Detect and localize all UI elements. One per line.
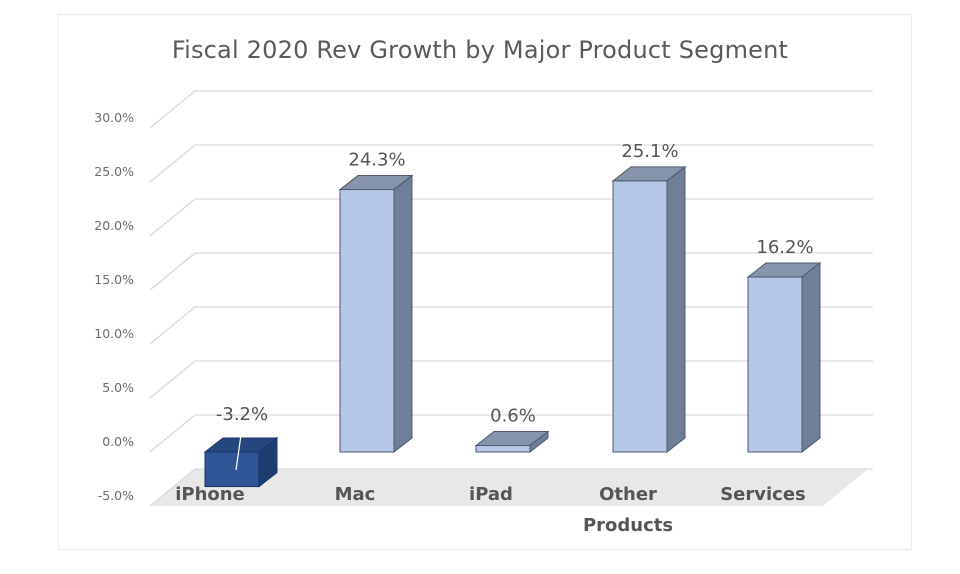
y-tick-label: 25.0% — [94, 164, 134, 179]
y-tick-label: 10.0% — [94, 326, 134, 341]
data-label: 16.2% — [756, 237, 813, 258]
x-category-label-line: iPad — [469, 484, 513, 505]
bar — [611, 165, 687, 454]
y-tick-label: 20.0% — [94, 218, 134, 233]
x-category-label: iPhone — [175, 484, 245, 505]
x-category-label: Mac — [335, 484, 376, 505]
x-category-label: iPad — [469, 484, 513, 505]
bar-side-face — [801, 262, 821, 454]
gridline — [149, 144, 873, 183]
bar-side-face — [393, 174, 413, 454]
x-category-label-line: Other — [599, 484, 657, 505]
gridline — [149, 90, 873, 129]
gridline — [149, 198, 873, 237]
y-tick-label: 30.0% — [94, 110, 134, 125]
bar-front-face — [612, 180, 668, 453]
bar — [474, 430, 550, 454]
bar-front-face — [747, 276, 803, 453]
y-tick-label: 15.0% — [94, 272, 134, 287]
x-category-label-line: Mac — [335, 484, 376, 505]
data-label: -3.2% — [216, 404, 268, 425]
data-label: 25.1% — [621, 141, 678, 162]
x-category-label: Other Products — [583, 484, 673, 536]
data-label: 24.3% — [348, 150, 405, 171]
y-tick-label: 5.0% — [102, 380, 134, 395]
gridline — [149, 468, 873, 507]
x-category-label-line: iPhone — [175, 484, 245, 505]
bar-front-face — [204, 451, 260, 488]
bar-front-face — [475, 445, 531, 453]
bar — [338, 174, 414, 454]
data-label: 0.6% — [490, 406, 536, 427]
x-category-label-line: Products — [583, 515, 673, 536]
chart-title: Fiscal 2020 Rev Growth by Major Product … — [171, 36, 789, 64]
bar-side-face — [666, 165, 686, 454]
bar-front-face — [339, 189, 395, 453]
chart-floor — [150, 469, 868, 506]
x-category-label-line: Services — [720, 484, 806, 505]
data-label-leader — [235, 427, 243, 471]
y-tick-label: -5.0% — [98, 488, 134, 503]
x-category-label: Services — [720, 484, 806, 505]
bar — [746, 262, 822, 454]
bar — [203, 436, 279, 488]
y-tick-label: 0.0% — [102, 434, 134, 449]
